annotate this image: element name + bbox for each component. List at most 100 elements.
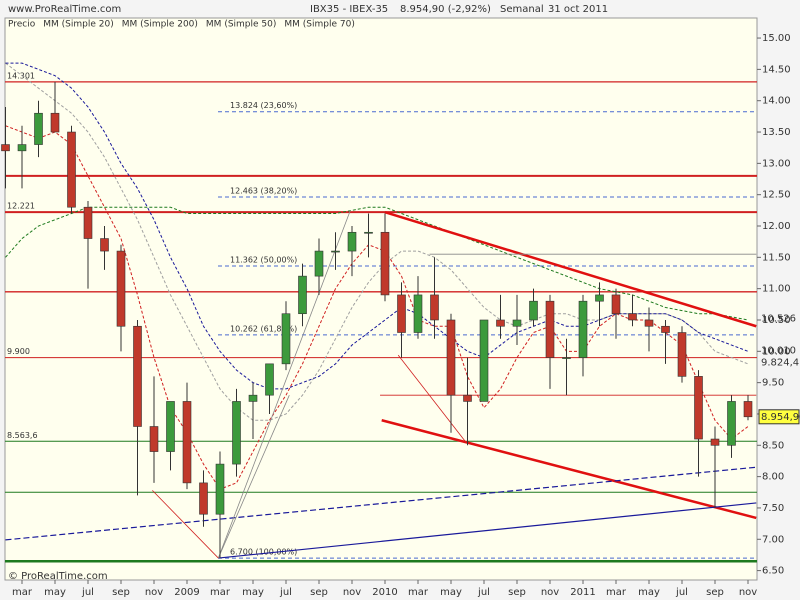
x-tick-label: mar [12,587,33,598]
fib-label: 11.362 (50,00%) [230,255,297,264]
x-tick-label: nov [541,587,559,598]
candle-body [166,401,175,452]
last-value-label: 10.010 [761,346,796,357]
candle-body [364,231,373,234]
x-tick-label: jul [477,587,490,598]
candle-body [545,300,555,358]
level-label: 12.221 [7,202,35,211]
candle-body [83,206,93,239]
candle-body [215,463,225,515]
candle-body [562,357,571,359]
fib-label: 12.463 (38,20%) [230,187,297,196]
legend-entry: MM (Simple 200) [122,20,198,30]
y-tick-label: 14.50 [762,64,791,75]
y-tick-label: 7.50 [762,503,784,514]
x-tick-label: nov [145,587,163,598]
period: Semanal [500,4,544,15]
y-tick-label: 14.00 [762,96,791,107]
y-tick-label: 12.50 [762,190,791,201]
last-value-box [758,409,800,425]
candle-body [496,319,505,327]
date: 31 oct 2011 [548,4,608,15]
candle-body [248,394,258,402]
candle-body [446,319,456,396]
instrument: IBX35 - IBEX-35 [310,4,388,15]
last-value-label: 8.954,90 [761,412,800,423]
y-tick-label: 9.50 [762,378,784,389]
candle-body [710,438,720,446]
trendline [397,354,467,443]
candle-body [133,325,142,427]
level-label: 8.563,6 [7,431,38,440]
site: www.ProRealTime.com [8,4,121,15]
y-tick-label: 6.50 [762,566,784,577]
candle-body [232,401,241,465]
candle-body [479,319,489,402]
x-tick-label: mar [210,587,231,598]
fib-label: 10.262 (61,80%) [230,324,297,333]
candle-body [397,294,406,333]
candle-body [595,294,604,302]
candle-body [149,426,159,452]
y-tick-label: 13.00 [762,158,791,169]
y-tick-label: 15.00 [762,33,791,44]
candle-body [430,294,439,321]
candle-body [67,131,76,208]
fib-label: 13.824 (23,60%) [230,101,297,110]
y-tick-label: 11.00 [762,284,791,295]
candle-body [380,231,390,296]
candle-body [100,238,109,252]
trendline [152,490,219,559]
candle-body [463,394,472,402]
candle-body [50,112,60,133]
candle-body [661,325,670,333]
candle-body [644,319,654,327]
candle-body [512,319,522,327]
x-tick-label: may [638,587,660,598]
legend-entry: MM (Simple 20) [43,20,113,30]
last-value-label: 9.824,4 [761,357,799,368]
candle-body [314,250,324,277]
moving-average [5,125,749,490]
candle-body [347,231,357,252]
footer: © ProRealTime.com [8,571,108,582]
moving-average [5,62,749,421]
candle-body [182,401,192,484]
y-tick-label: 11.50 [762,252,791,263]
candle-body [116,250,126,327]
candle-body [1,144,10,152]
level-label: 14.301 [7,71,35,80]
level-label: 9.900 [7,347,30,356]
candle-body [298,275,307,315]
candle-body [677,332,687,377]
candle-body [265,363,274,396]
x-tick-label: sep [310,587,328,598]
moving-average [5,206,749,321]
candle-body [34,112,43,145]
candle-body [628,313,637,321]
candle-body [694,376,703,440]
last-price: 8.954,90 (-2,92%) [400,4,491,15]
candle-body [331,250,340,253]
last-value-label: 10.526 [761,313,796,324]
legend-entry: MM (Simple 70) [284,20,354,30]
trendline [217,395,290,559]
x-tick-label: may [242,587,264,598]
x-tick-label: nov [739,587,757,598]
candle-body [413,294,423,333]
candle-body [743,401,753,418]
trendline [381,419,757,520]
y-tick-label: 8.00 [762,472,784,483]
x-tick-label: mar [606,587,627,598]
x-tick-label: may [440,587,462,598]
y-tick-label: 13.50 [762,127,791,138]
x-tick-label: 2009 [174,587,199,598]
x-tick-label: may [44,587,66,598]
legend-entry: MM (Simple 50) [206,20,276,30]
y-tick-label: 8.50 [762,440,784,451]
x-tick-label: 2011 [570,587,595,598]
y-tick-label: 10.50 [762,315,791,326]
x-tick-label: jul [81,587,94,598]
